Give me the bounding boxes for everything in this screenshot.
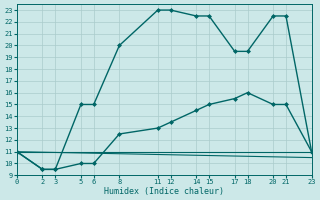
X-axis label: Humidex (Indice chaleur): Humidex (Indice chaleur) xyxy=(104,187,224,196)
